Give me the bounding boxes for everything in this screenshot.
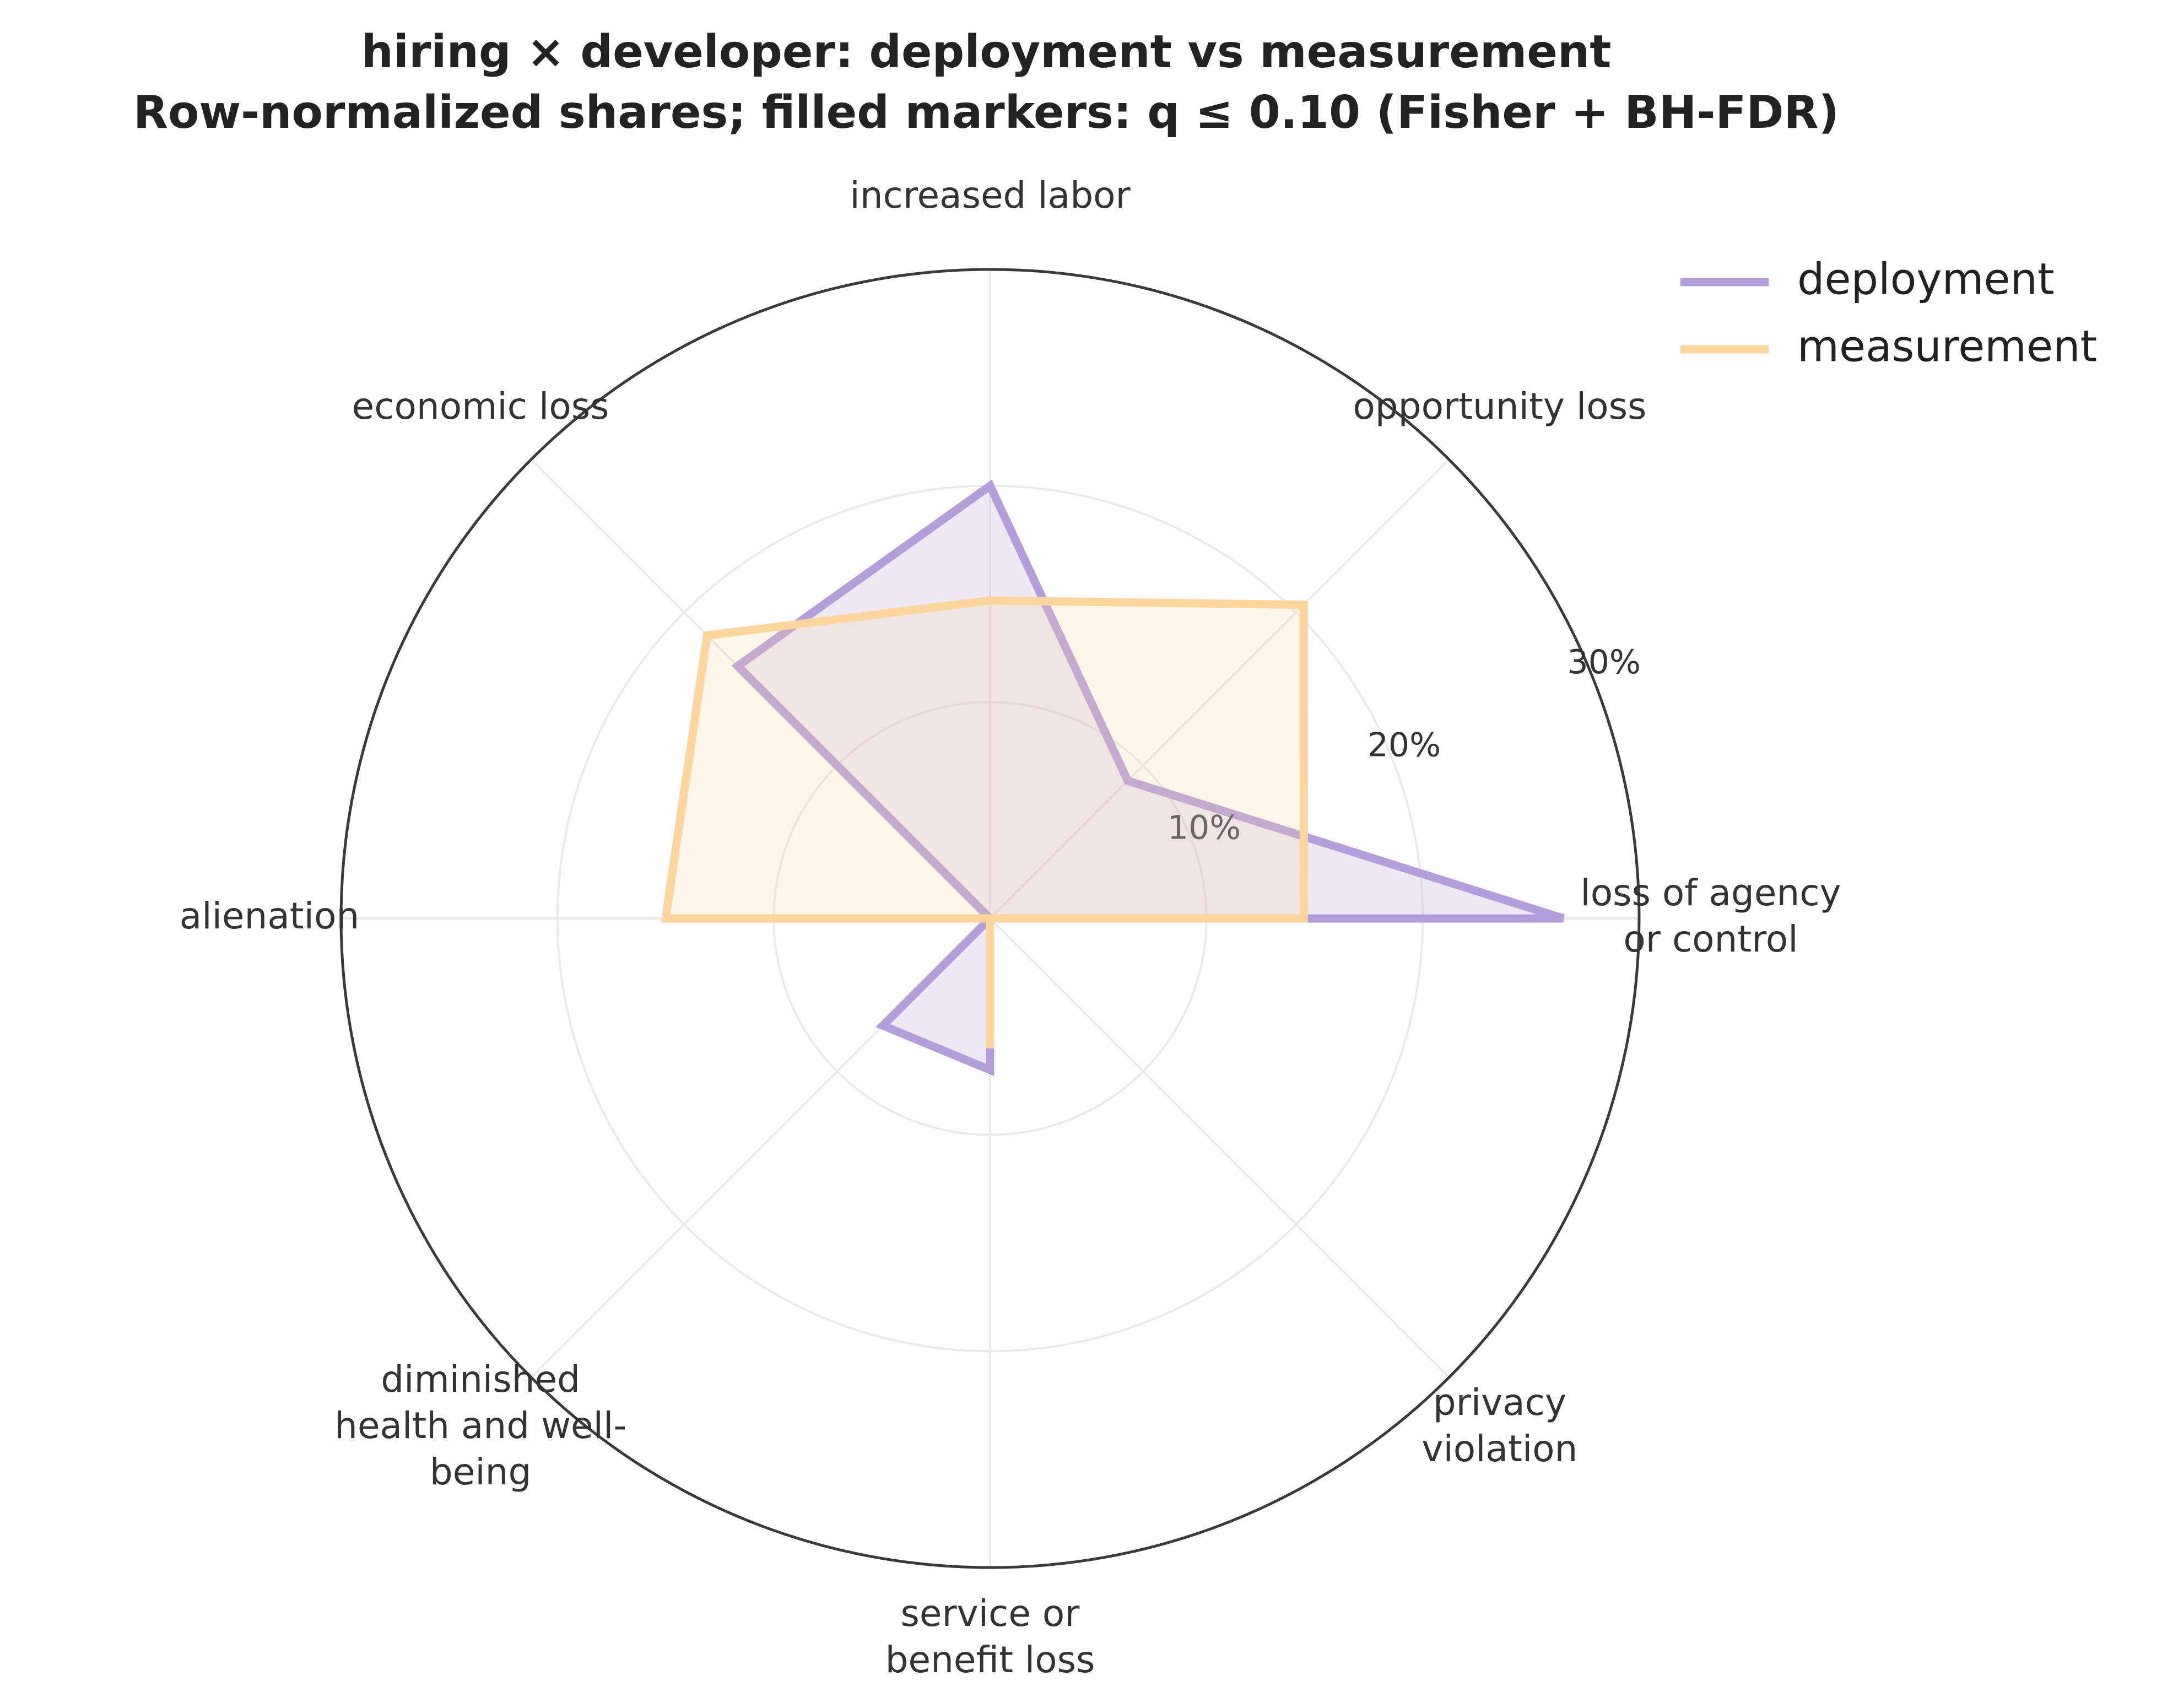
series-fill-measurement xyxy=(666,600,1304,1048)
legend-item-deployment: deployment xyxy=(1680,255,2055,304)
chart-title-line-1: hiring × developer: deployment vs measur… xyxy=(361,26,1612,78)
radial-tick-labels: 10% 20% 30% xyxy=(1168,643,1641,847)
legend-item-measurement: measurement xyxy=(1680,322,2097,371)
grid-spoke-privacy_violation xyxy=(989,917,1450,1379)
radial-tick-label-10: 10% xyxy=(1168,809,1241,847)
chart-title-line-2: Row-normalized shares; filled markers: q… xyxy=(133,87,1839,139)
axis-labels: loss of agency or control opportunity loss… xyxy=(180,174,1841,1681)
legend: deployment measurement xyxy=(1680,255,2097,371)
series-line-measurement xyxy=(661,596,1308,1048)
axis-label-privacy_violation: privacy violation xyxy=(1421,1381,1577,1470)
axis-label-service_loss: service or benefit loss xyxy=(885,1592,1095,1681)
radial-tick-label-30: 30% xyxy=(1568,643,1641,682)
legend-label-deployment: deployment xyxy=(1797,255,2055,304)
axis-label-diminished_health: diminished health and well-being xyxy=(334,1358,626,1493)
legend-label-measurement: measurement xyxy=(1797,322,2097,371)
series-layer xyxy=(661,479,1565,1077)
series-fill-deployment xyxy=(737,485,1564,1070)
axis-label-loss_of_agency: loss of agency or control xyxy=(1580,872,1841,960)
outer-frame xyxy=(339,268,1641,1569)
outer-ring xyxy=(339,268,1641,1569)
axis-label-economic_loss: economic loss xyxy=(352,385,609,428)
axis-label-opportunity_loss: opportunity loss xyxy=(1353,385,1646,428)
axis-label-alienation: alienation xyxy=(180,895,359,937)
radial-tick-label-20: 20% xyxy=(1368,726,1441,764)
axis-label-increased_labor: increased labor xyxy=(850,174,1131,217)
grid-spoke-opportunity_loss xyxy=(989,458,1450,920)
